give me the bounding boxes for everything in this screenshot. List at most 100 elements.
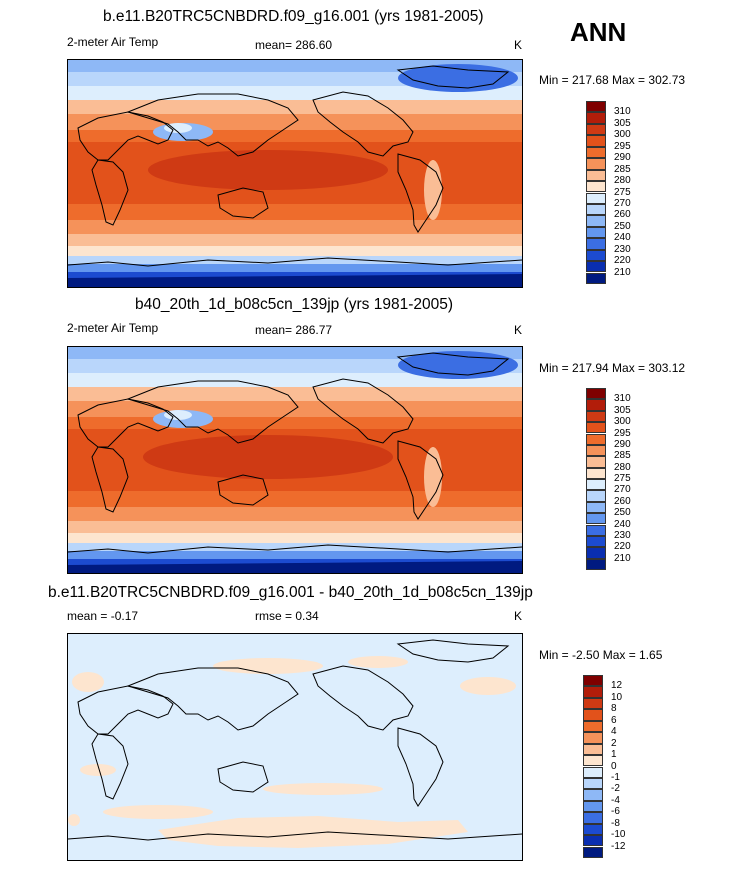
panel1-colorbar-label: 300 xyxy=(614,129,631,141)
panel3-colorbar-label: -8 xyxy=(611,817,620,829)
panel1-colorbar-label: 240 xyxy=(614,232,631,244)
panel3-colorbar-label: 12 xyxy=(611,680,623,692)
panel3-rmse-label: rmse = 0.34 xyxy=(255,609,319,623)
panel1-colorbar-label: 260 xyxy=(614,209,631,221)
panel3-mean-label: mean = -0.17 xyxy=(67,609,139,623)
panel1-colorbar-label: 290 xyxy=(614,152,631,164)
panel1-colorbar-swatch xyxy=(586,158,606,170)
panel2-colorbar-swatch xyxy=(586,524,606,536)
panel3-colorbar-swatch xyxy=(583,766,603,778)
season-label: ANN xyxy=(570,17,627,47)
panel2-colorbar-label: 310 xyxy=(614,393,631,405)
panel2-colorbar-label: 240 xyxy=(614,518,631,530)
panel3-colorbar-label: 8 xyxy=(611,703,617,715)
panel3-colorbar-swatch xyxy=(583,720,603,733)
panel2-units: K xyxy=(514,323,523,337)
panel3-colorbar-swatch xyxy=(583,835,603,847)
panel3-colorbar-swatch xyxy=(583,777,603,790)
panel1-colorbar-swatch xyxy=(586,238,606,250)
panel2-title: b40_20th_1d_b08c5cn_139jp (yrs 1981-2005… xyxy=(135,296,453,313)
panel3-colorbar-swatch xyxy=(583,686,603,698)
panel3-colorbar-label: 4 xyxy=(611,726,617,738)
panel1-colorbar-label: 250 xyxy=(614,220,631,232)
panel2-colorbar-label: 275 xyxy=(614,473,631,484)
panel1-colorbar-swatch xyxy=(586,226,606,239)
panel1-colorbar-swatch xyxy=(586,203,606,216)
panel2-colorbar-swatch xyxy=(586,558,606,570)
panel2-colorbar-label: 230 xyxy=(614,529,631,541)
panel3-minmax: Min = -2.50 Max = 1.65 xyxy=(539,648,663,662)
panel1-colorbar-swatch xyxy=(586,215,606,227)
panel1-colorbar-label: 285 xyxy=(614,163,631,175)
panel3-colorbar-label: -2 xyxy=(611,783,620,795)
panel3-title: b.e11.B20TRC5CNBDRD.f09_g16.001 - b40_20… xyxy=(48,584,533,601)
panel2-colorbar-swatch xyxy=(586,490,606,502)
panel3-map xyxy=(67,633,523,861)
panel3-colorbar: 12 10 8 6 4 2 1 0 -1 -2 -4 -6 -8 -10 -12 xyxy=(583,675,643,858)
panel2-colorbar-swatch xyxy=(586,479,606,491)
panel2-colorbar-swatch xyxy=(586,388,606,400)
panel3-colorbar-label: 0 xyxy=(611,760,617,772)
panel1-units: K xyxy=(514,38,523,52)
panel1-colorbar-swatch xyxy=(586,261,606,273)
panel3-colorbar-swatch xyxy=(583,789,603,801)
panel3-colorbar-label: -10 xyxy=(611,829,626,841)
panel2-colorbar-label: 270 xyxy=(614,484,631,496)
panel3-units: K xyxy=(514,609,523,623)
panel1-colorbar-label: 280 xyxy=(614,175,631,187)
panel2-colorbar-label: 285 xyxy=(614,450,631,462)
panel1-colorbar-label: 305 xyxy=(614,117,631,129)
panel3-colorbar-swatch xyxy=(583,709,603,721)
panel3-colorbar-label: 1 xyxy=(611,749,617,761)
panel2-mean-label: mean= 286.77 xyxy=(255,323,333,337)
panel3-colorbar-swatch xyxy=(583,675,603,687)
panel3-colorbar-label: -4 xyxy=(611,794,620,806)
panel2-colorbar-label: 210 xyxy=(614,552,631,564)
panel1-colorbar-label: 295 xyxy=(614,140,631,152)
panel2-colorbar-swatch xyxy=(586,399,606,411)
panel3-colorbar-label: -1 xyxy=(611,771,620,783)
panel2-colorbar-swatch xyxy=(586,513,606,525)
panel2-colorbar-swatch xyxy=(586,433,606,445)
panel1-colorbar-swatch xyxy=(586,181,606,193)
panel2-colorbar-label: 305 xyxy=(614,404,631,416)
panel2-map xyxy=(67,346,523,574)
panel1-colorbar-label: 275 xyxy=(614,186,631,198)
panel2-variable-label: 2-meter Air Temp xyxy=(67,321,159,335)
panel2-minmax: Min = 217.94 Max = 303.12 xyxy=(539,361,686,375)
panel1-minmax: Min = 217.68 Max = 302.73 xyxy=(539,73,686,87)
panel2-colorbar-label: 260 xyxy=(614,495,631,507)
panel3-colorbar-label: -12 xyxy=(611,840,626,852)
panel2-colorbar-label: 250 xyxy=(614,507,631,519)
panel2-colorbar-label: 295 xyxy=(614,427,631,439)
panel1-variable-label: 2-meter Air Temp xyxy=(67,35,159,49)
panel1-colorbar-label: 310 xyxy=(614,106,631,118)
panel1-colorbar-swatch xyxy=(586,135,606,147)
panel2-colorbar-swatch xyxy=(586,456,606,468)
panel2-colorbar-swatch xyxy=(586,467,606,479)
panel1-title: b.e11.B20TRC5CNBDRD.f09_g16.001 (yrs 198… xyxy=(103,8,484,25)
panel1-map xyxy=(67,59,523,288)
panel2-colorbar: 310 305 300 295 290 285 280 275 270 260 … xyxy=(586,388,646,570)
panel3-colorbar-label: -6 xyxy=(611,806,620,818)
panel1-colorbar-label: 220 xyxy=(614,255,631,267)
panel1-colorbar-swatch xyxy=(586,123,606,136)
panel1-colorbar-swatch xyxy=(586,112,606,124)
panel3-colorbar-swatch xyxy=(583,823,603,836)
panel3-colorbar-label: 6 xyxy=(611,714,617,726)
panel3-colorbar-swatch xyxy=(583,755,603,767)
panel1-colorbar-swatch xyxy=(586,169,606,181)
panel1-colorbar-label: 270 xyxy=(614,197,631,209)
panel3-colorbar-swatch xyxy=(583,800,603,813)
panel2-colorbar-swatch xyxy=(586,422,606,434)
panel1-colorbar: 310 305 300 295 290 285 280 275 270 260 … xyxy=(586,101,646,284)
panel2-colorbar-label: 300 xyxy=(614,416,631,428)
panel3-colorbar-swatch xyxy=(583,846,603,858)
panel1-colorbar-swatch xyxy=(586,272,606,284)
panel2-colorbar-label: 290 xyxy=(614,438,631,450)
panel3-colorbar-label: 10 xyxy=(611,691,623,703)
panel2-colorbar-label: 280 xyxy=(614,461,631,473)
panel1-colorbar-label: 210 xyxy=(614,266,631,278)
panel1-colorbar-swatch xyxy=(586,192,606,204)
panel3-colorbar-swatch xyxy=(583,812,603,824)
